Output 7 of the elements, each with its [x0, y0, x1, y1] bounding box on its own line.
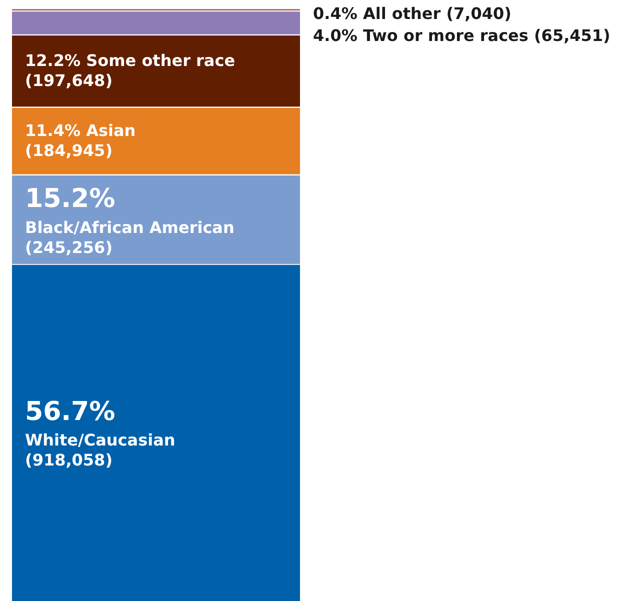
text: 4.0% Two or more races (65,451): [313, 26, 610, 46]
bar: [12, 264, 300, 601]
data-label: 56.7% White/Caucasian (918,058): [25, 396, 176, 470]
data-label: 12.2% Some other race (197,648): [25, 50, 236, 90]
data-label: 15.2% Black/African American (245,256): [25, 184, 234, 257]
text: 0.4% All other (7,040): [313, 4, 512, 24]
data-label: 11.4% Asian (184,945): [25, 120, 136, 160]
